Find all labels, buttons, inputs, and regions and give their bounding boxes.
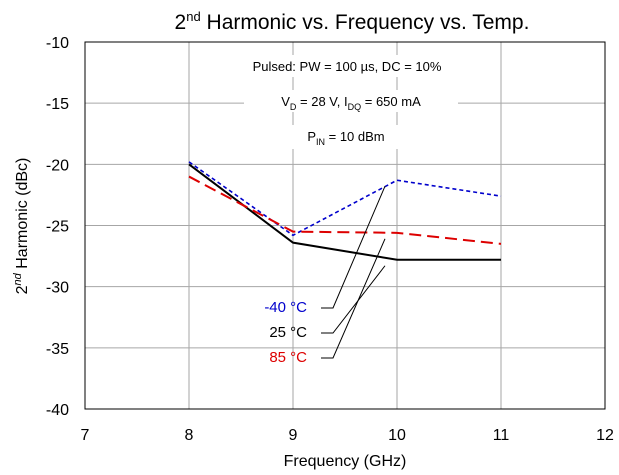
series-group bbox=[188, 161, 502, 261]
y-tick--25: -25 bbox=[46, 219, 69, 236]
series-label-1: 25 °C bbox=[269, 324, 307, 341]
chart-title-rest: Harmonic vs. Frequency vs. Temp. bbox=[201, 11, 530, 34]
x-tick-7: 7 bbox=[81, 427, 90, 444]
series-label-2: 85 °C bbox=[269, 349, 307, 366]
annotation-bg-1 bbox=[212, 55, 482, 77]
series-line-2 bbox=[188, 175, 502, 245]
y-tick--10: -10 bbox=[46, 35, 69, 52]
series-line-1 bbox=[188, 163, 501, 261]
leader-line-0 bbox=[321, 186, 386, 309]
chart-title: 2nd Harmonic vs. Frequency vs. Temp. bbox=[175, 9, 530, 34]
x-tick-9: 9 bbox=[289, 427, 298, 444]
y-tick--30: -30 bbox=[46, 280, 69, 297]
annotation-pin: PIN = 10 dBm bbox=[307, 129, 384, 147]
y-tick--15: -15 bbox=[46, 96, 69, 113]
x-tick-8: 8 bbox=[185, 427, 194, 444]
annotation-bg-2 bbox=[244, 90, 458, 112]
y-tick-labels: -10 -15 -20 -25 -30 -35 -40 bbox=[46, 35, 69, 419]
plot-frame bbox=[84, 41, 606, 410]
y-tick--20: -20 bbox=[46, 157, 69, 174]
y-axis-label: 2nd Harmonic (dBc) bbox=[12, 158, 31, 295]
leader-line-2 bbox=[321, 238, 386, 359]
annotation-pulse: Pulsed: PW = 100 µs, DC = 10% bbox=[253, 59, 442, 74]
y-tick--35: -35 bbox=[46, 341, 69, 358]
x-tick-11: 11 bbox=[493, 427, 510, 444]
series-line-0 bbox=[188, 161, 502, 237]
x-tick-labels: 7 8 9 10 11 12 bbox=[81, 427, 614, 444]
x-tick-10: 10 bbox=[388, 427, 406, 444]
series-labels: -40 °C 25 °C 85 °C bbox=[264, 186, 386, 366]
x-tick-12: 12 bbox=[596, 427, 614, 444]
series-label-0: -40 °C bbox=[264, 299, 307, 316]
annotation-block: Pulsed: PW = 100 µs, DC = 10% VD = 28 V,… bbox=[212, 55, 482, 149]
chart-title-superscript: nd bbox=[186, 9, 200, 24]
x-axis-label: Frequency (GHz) bbox=[284, 453, 407, 470]
y-tick--40: -40 bbox=[46, 402, 69, 419]
annotation-bias: VD = 28 V, IDQ = 650 mA bbox=[281, 94, 421, 112]
annotation-bg-3 bbox=[290, 125, 402, 149]
leader-line-1 bbox=[321, 265, 386, 334]
chart-title-prefix: 2 bbox=[175, 11, 187, 34]
